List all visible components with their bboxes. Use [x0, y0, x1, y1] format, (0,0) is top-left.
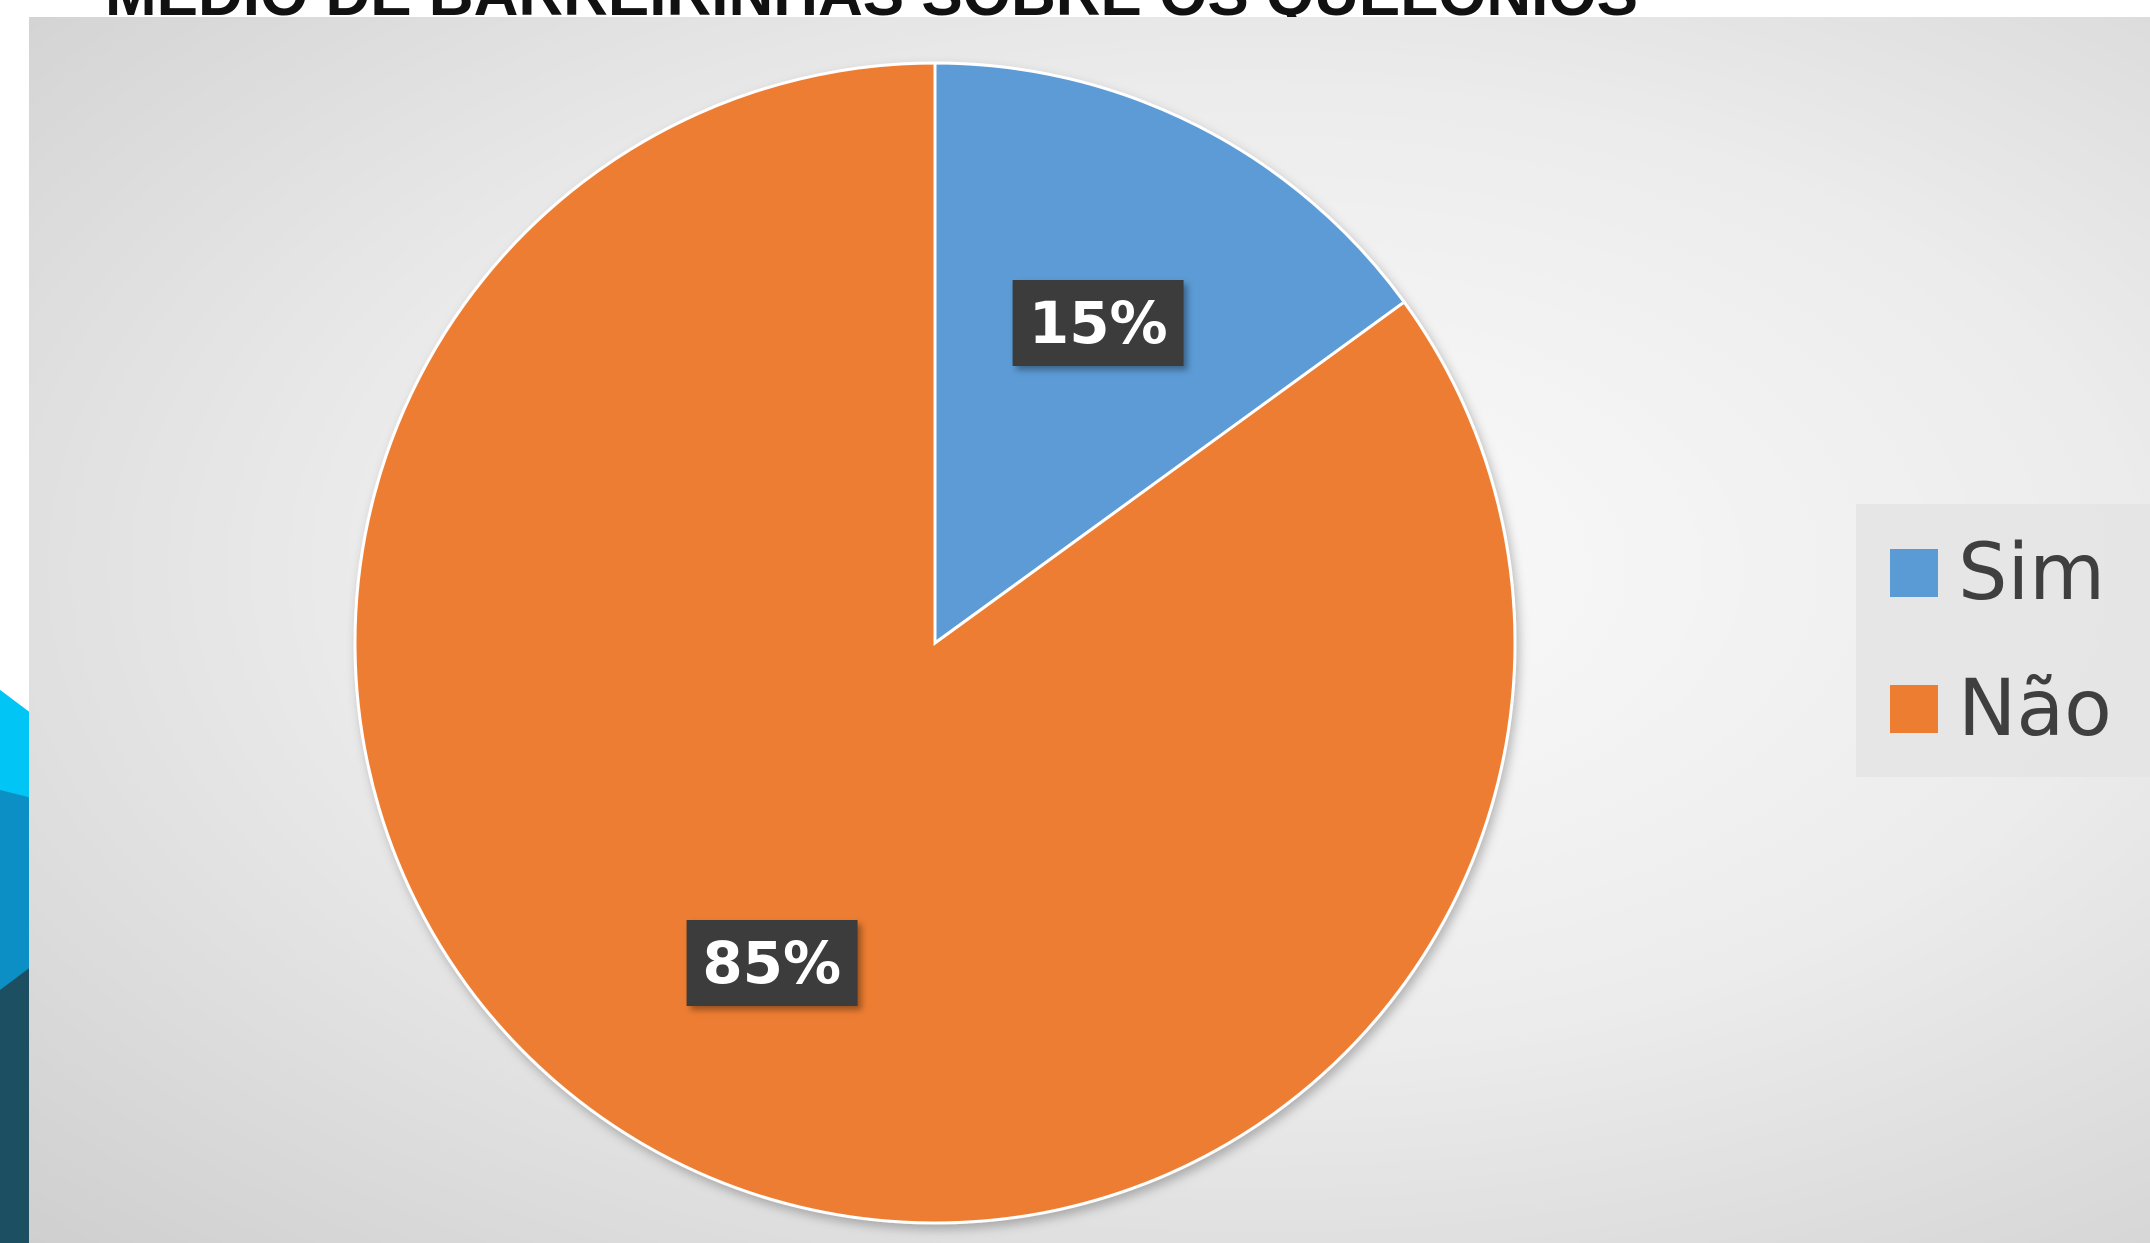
legend-item-nao: Não: [1890, 641, 2150, 777]
pie-slices: [353, 61, 1517, 1225]
chart-area: 15% 85% Sim Não: [29, 17, 2150, 1243]
legend: Sim Não: [1856, 504, 2150, 777]
legend-label-sim: Sim: [1958, 527, 2106, 618]
pie-chart: [353, 61, 1517, 1225]
legend-swatch-nao: [1890, 684, 1938, 733]
data-label-sim: 15%: [1012, 279, 1184, 366]
legend-label-nao: Não: [1958, 663, 2112, 754]
legend-item-sim: Sim: [1890, 505, 2150, 641]
pie-slice-nao: [353, 61, 1517, 1225]
data-label-nao: 85%: [686, 920, 858, 1007]
legend-swatch-sim: [1890, 548, 1938, 597]
